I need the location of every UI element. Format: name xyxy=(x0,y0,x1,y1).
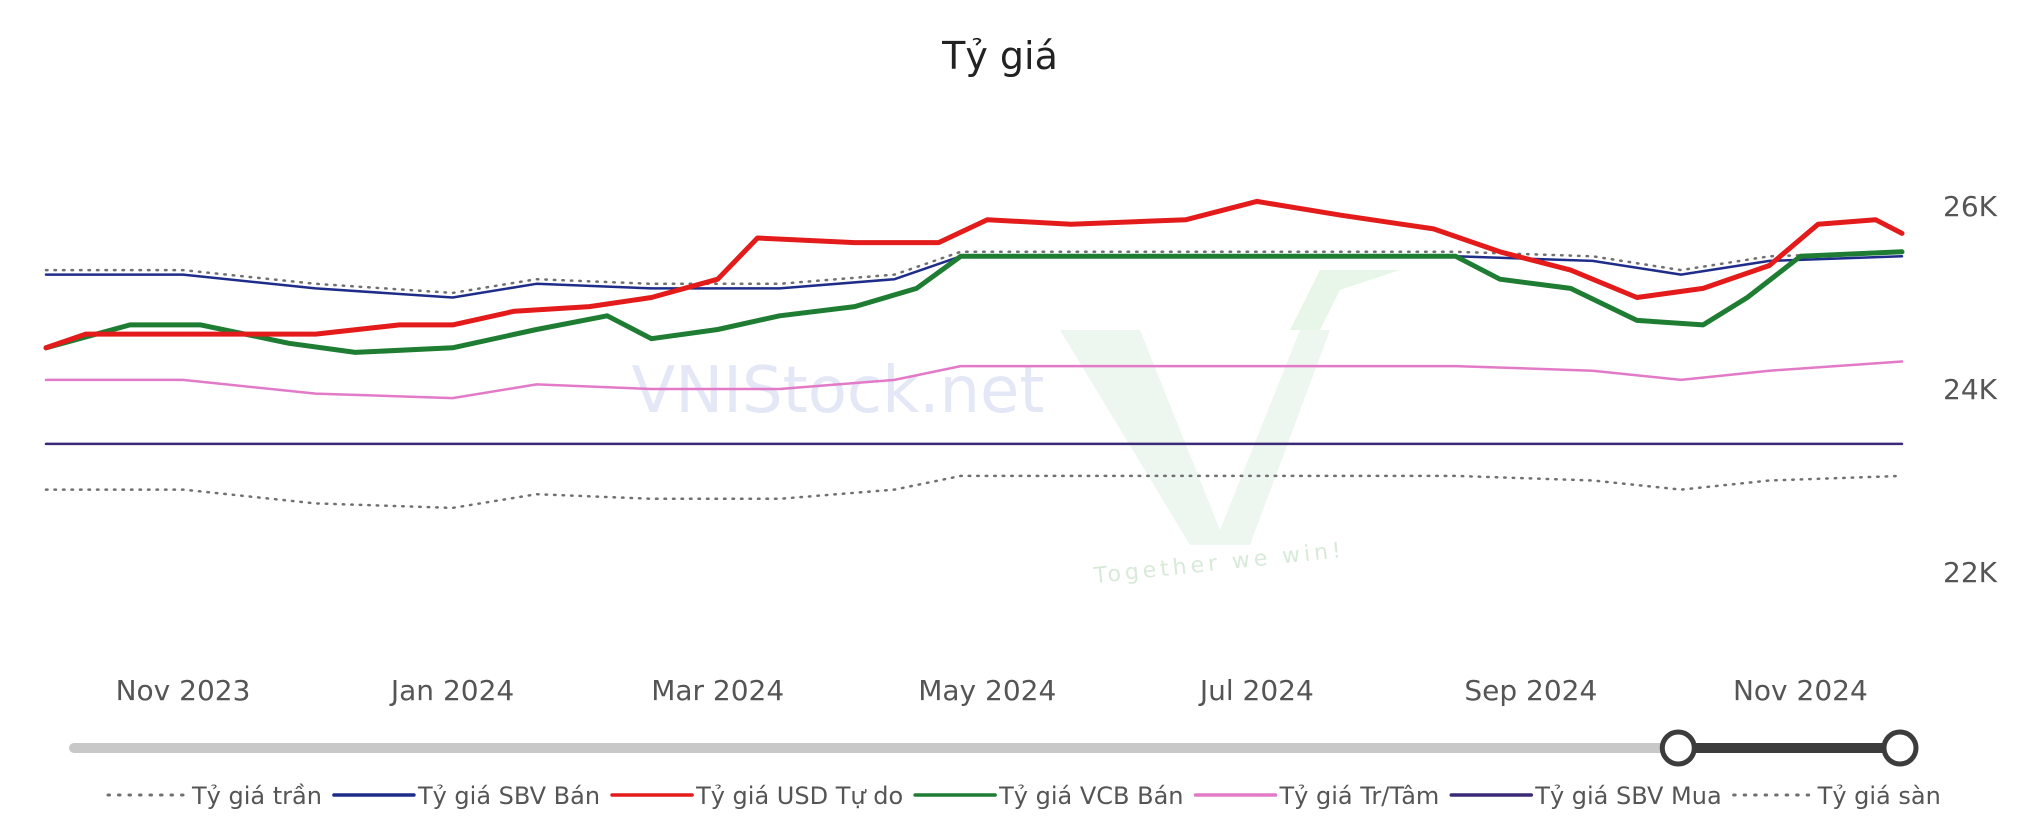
x-tick-label: Nov 2024 xyxy=(1733,674,1868,707)
y-tick-label: 22K xyxy=(1943,556,1998,589)
legend-label: Tỷ giá USD Tự do xyxy=(695,782,903,810)
legend-label: Tỷ giá Tr/Tâm xyxy=(1279,782,1440,810)
watermark-logo-arrow xyxy=(1290,270,1400,330)
slider-end-handle[interactable] xyxy=(1881,729,1919,767)
x-tick-label: Jan 2024 xyxy=(389,674,514,707)
watermark-slogan: Together we win! xyxy=(1092,538,1346,589)
legend-item-ty-gia-san[interactable]: Tỷ giá sàn xyxy=(1732,782,1941,810)
chart-title: Tỷ giá xyxy=(942,34,1058,78)
x-tick-label: Nov 2023 xyxy=(116,674,251,707)
series-line-ty-gia-tran xyxy=(44,250,1904,295)
series-line-ty-gia-tr-tam xyxy=(44,360,1904,400)
legend-item-ty-gia-sbv-mua[interactable]: Tỷ giá SBV Mua xyxy=(1449,782,1722,810)
range-slider[interactable] xyxy=(69,729,1919,767)
legend-item-ty-gia-vcb-ban[interactable]: Tỷ giá VCB Bán xyxy=(913,782,1184,810)
y-tick-label: 24K xyxy=(1943,373,1998,406)
legend-label: Tỷ giá VCB Bán xyxy=(998,782,1183,810)
series-line-ty-gia-sbv-ban xyxy=(44,255,1904,299)
x-axis: Nov 2023 Jan 2024 Mar 2024 May 2024 Jul 2024… xyxy=(116,674,1868,707)
legend-item-ty-gia-tran[interactable]: Tỷ giá trần xyxy=(106,782,322,810)
x-tick-label: Mar 2024 xyxy=(651,674,784,707)
x-tick-label: Jul 2024 xyxy=(1198,674,1314,707)
watermark-logo-shape xyxy=(1060,330,1330,545)
y-tick-label: 26K xyxy=(1943,190,1998,223)
legend: Tỷ giá trần Tỷ giá SBV Bán Tỷ giá USD Tự d… xyxy=(106,782,1941,810)
series-layer xyxy=(43,198,1905,510)
legend-item-ty-gia-usd-tu-do[interactable]: Tỷ giá USD Tự do xyxy=(610,782,903,810)
legend-label: Tỷ giá SBV Bán xyxy=(417,782,600,810)
series-line-ty-gia-usd-tu-do xyxy=(43,198,1905,351)
slider-start-handle[interactable] xyxy=(1659,729,1697,767)
series-line-ty-gia-vcb-ban xyxy=(43,249,1905,355)
x-tick-label: Sep 2024 xyxy=(1464,674,1597,707)
series-line-ty-gia-san xyxy=(44,474,1904,510)
x-tick-label: May 2024 xyxy=(918,674,1056,707)
legend-item-ty-gia-tr-tam[interactable]: Tỷ giá Tr/Tâm xyxy=(1193,782,1440,810)
legend-item-ty-gia-sbv-ban[interactable]: Tỷ giá SBV Bán xyxy=(332,782,600,810)
legend-label: Tỷ giá trần xyxy=(191,782,322,810)
y-axis: 26K 24K 22K xyxy=(1943,190,1998,589)
legend-label: Tỷ giá SBV Mua xyxy=(1534,782,1721,810)
legend-label: Tỷ giá sàn xyxy=(1817,782,1941,810)
